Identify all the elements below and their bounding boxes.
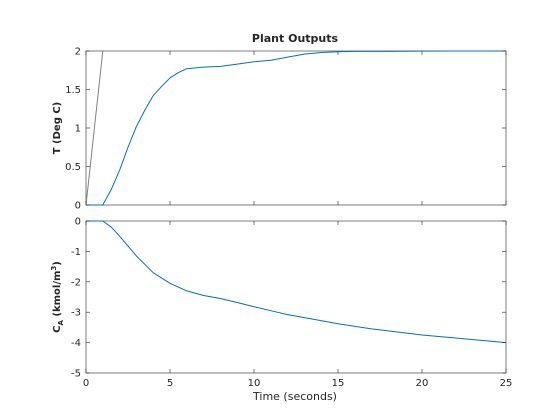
concentration-x-tick-label: 15 [332, 378, 345, 389]
concentration-x-tick-label: 25 [500, 378, 513, 389]
axes-concentration-plot [86, 220, 507, 344]
concentration-x-tick-label: 0 [83, 378, 89, 389]
temperature-y-tick-label: 0.5 [65, 162, 81, 173]
concentration-y-tick-label: -1 [71, 247, 81, 258]
temperature-y-tick-label: 0 [75, 201, 81, 212]
y-label-subscript-a: A [57, 320, 65, 326]
concentration-y-tick-label: -4 [71, 338, 81, 349]
y-label-superscript-3: 3 [50, 266, 58, 271]
concentration-y-tick-label: -3 [71, 308, 81, 319]
axes-concentration-ticks: 0 5 10 15 20 25 -5 -4 -3 -2 -1 0 [71, 217, 512, 390]
concentration-x-tick-label: 5 [167, 378, 173, 389]
x-axis-label: Time (seconds) [252, 390, 337, 403]
y-label-units: (kmol/m [52, 271, 63, 321]
concentration-y-tick-label: -2 [71, 277, 81, 288]
y-axis-label-concentration: CA (kmol/m3) [50, 261, 65, 333]
figure-title: Plant Outputs [252, 32, 339, 45]
concentration-output-line [86, 220, 507, 344]
axes-concentration-box [85, 220, 507, 374]
axes-concentration: 0 5 10 15 20 25 -5 -4 -3 -2 -1 0 [71, 217, 512, 390]
axes-temperature-plot [85, 50, 506, 206]
axes-temperature-ticks: 0 0.5 1 1.5 2 [65, 47, 507, 212]
axes-temperature: 0 0.5 1 1.5 2 [65, 47, 507, 212]
concentration-y-tick-label: -5 [71, 369, 81, 380]
temperature-y-tick-label: 2 [75, 47, 81, 58]
y-axis-label-temperature: T (Deg C) [52, 102, 63, 155]
concentration-x-tick-label: 20 [416, 378, 429, 389]
temperature-output-line [86, 50, 506, 206]
y-label-close: ) [52, 261, 63, 266]
temperature-y-tick-label: 1.5 [65, 85, 81, 96]
temperature-y-tick-label: 1 [75, 124, 81, 135]
y-label-c: C [52, 326, 63, 333]
concentration-x-tick-label: 10 [248, 378, 261, 389]
axes-temperature-box [85, 50, 507, 206]
concentration-y-tick-label: 0 [75, 217, 81, 228]
